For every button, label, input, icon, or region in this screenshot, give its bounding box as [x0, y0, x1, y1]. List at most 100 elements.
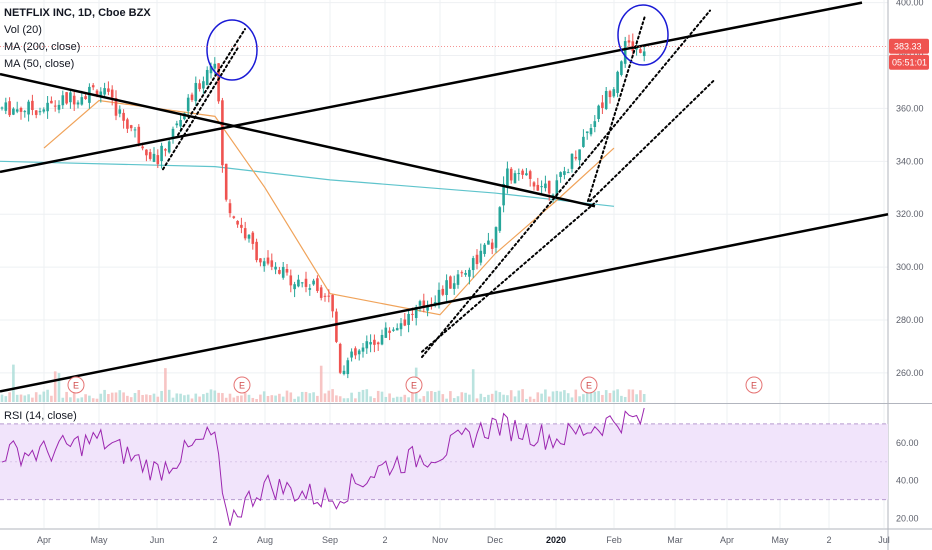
- candle-body: [236, 220, 239, 225]
- candle-body: [426, 305, 429, 311]
- volume-bar: [57, 373, 61, 402]
- candle-body: [335, 311, 338, 342]
- volume-bar: [479, 393, 483, 402]
- candle-body: [259, 258, 262, 263]
- candle-body: [525, 173, 528, 176]
- candle-body: [289, 275, 293, 286]
- candle-body: [319, 287, 323, 298]
- volume-bar: [635, 394, 638, 402]
- price-tick-label: 300.00: [896, 262, 924, 272]
- candle-body: [407, 313, 410, 325]
- price-tick-label: 320.00: [896, 209, 924, 219]
- candle-body: [327, 295, 331, 297]
- candle-body: [4, 102, 8, 111]
- time-tick-label: 2: [826, 535, 831, 545]
- candle-body: [475, 254, 479, 265]
- volume-bar: [129, 397, 133, 402]
- volume-bar: [0, 394, 4, 402]
- volume-bar: [357, 391, 361, 402]
- rsi-line: [1, 407, 645, 526]
- ma50-legend[interactable]: MA (50, close): [4, 58, 75, 70]
- candle-body: [175, 123, 179, 126]
- earnings-marker-label: E: [411, 381, 417, 391]
- candle-body: [114, 98, 118, 116]
- volume-bar: [502, 394, 505, 402]
- volume-bar: [327, 390, 331, 402]
- candle-body: [167, 141, 171, 153]
- upper-channel-line: [0, 1, 863, 174]
- candle-body: [551, 194, 555, 197]
- descending-trendline: [0, 72, 596, 208]
- volume-bar: [69, 397, 72, 402]
- ma200-legend[interactable]: MA (200, close): [4, 41, 81, 53]
- volume-bar: [274, 395, 277, 402]
- candle-body: [350, 351, 353, 358]
- volume-bar: [422, 396, 426, 402]
- highlight-circles: [206, 4, 669, 81]
- candle-body: [312, 280, 315, 285]
- rsi-legend[interactable]: RSI (14, close): [4, 410, 77, 422]
- candle-body: [597, 105, 600, 120]
- volume-bar: [194, 393, 198, 402]
- volume-bar: [620, 395, 623, 402]
- candle-body: [164, 149, 167, 151]
- volume-bar: [517, 390, 521, 402]
- earnings-marker: [67, 376, 85, 394]
- candle-body: [483, 244, 486, 254]
- volume-bar: [213, 390, 217, 402]
- ma200-line: [0, 160, 615, 207]
- volume-bar: [164, 368, 167, 402]
- volume-bar: [15, 394, 19, 402]
- volume-bar: [167, 389, 171, 402]
- volume-bar: [319, 365, 323, 402]
- volume-bar: [76, 398, 80, 402]
- rsi-band: [0, 423, 888, 501]
- volume-bar: [608, 393, 612, 402]
- volume-bar: [243, 392, 247, 402]
- candle-body: [441, 288, 445, 295]
- volume-bar: [65, 391, 68, 402]
- candle-body: [346, 360, 350, 375]
- time-tick-label: Jun: [150, 535, 165, 545]
- volume-legend[interactable]: Vol (20): [4, 24, 42, 36]
- volume-bar: [350, 392, 353, 402]
- earnings-marker: [233, 376, 251, 394]
- volume-bar: [532, 398, 536, 402]
- candle-body: [608, 91, 612, 98]
- candle-body: [19, 107, 23, 112]
- volume-bar: [578, 396, 581, 402]
- time-tick-label: Sep: [322, 535, 338, 545]
- candle-body: [384, 327, 388, 338]
- volume-bar: [506, 395, 509, 402]
- volume-bar: [118, 390, 122, 402]
- candle-body: [639, 49, 642, 53]
- rsi-band-fill: [0, 423, 888, 500]
- volume-bar: [449, 391, 452, 402]
- volume-bar: [525, 398, 528, 402]
- candle-body: [251, 232, 255, 244]
- volume-bar: [623, 396, 627, 402]
- candle-body: [361, 347, 365, 352]
- volume-bar: [224, 397, 228, 402]
- highlight-circle-june: [206, 19, 258, 81]
- volume-bar: [395, 396, 399, 402]
- candle-body: [243, 228, 247, 239]
- earnings-marker-label: E: [73, 381, 79, 391]
- lower-channel-line: [0, 212, 889, 393]
- candle-body: [418, 301, 422, 306]
- volume-bar: [141, 394, 144, 402]
- candle-body: [369, 342, 372, 345]
- last-price-label: 383.33: [894, 42, 922, 52]
- candle-body: [103, 88, 106, 95]
- candle-body: [221, 100, 224, 166]
- volume-bar: [509, 390, 513, 402]
- volume-bar: [255, 398, 258, 402]
- candle-body: [232, 216, 236, 218]
- rsi-tick-label: 40.00: [896, 476, 919, 486]
- candle-body: [513, 173, 517, 184]
- candle-body: [544, 183, 547, 189]
- volume-bar: [171, 397, 175, 402]
- volume-bar: [19, 394, 23, 402]
